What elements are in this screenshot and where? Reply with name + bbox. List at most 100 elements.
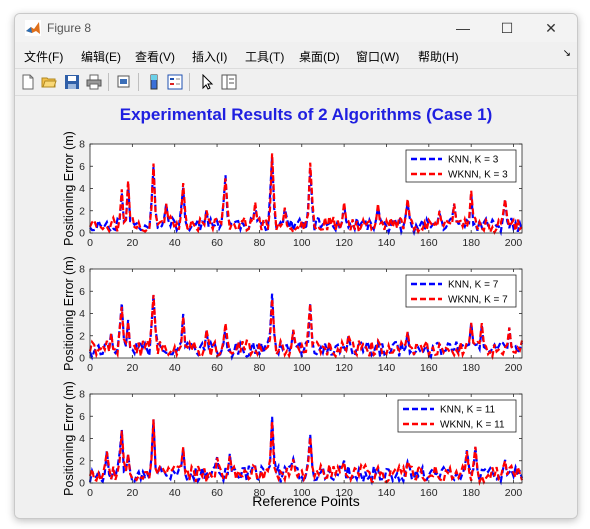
menu-tools[interactable]: 工具(T) [245, 50, 285, 64]
y-axis-label: Positioning Error (m) [62, 381, 76, 496]
x-tick-label: 120 [335, 487, 353, 499]
legend[interactable]: KNN, K = 7 WKNN, K = 7 [405, 274, 517, 308]
x-tick-label: 40 [169, 237, 181, 249]
toolbar-separator [108, 73, 109, 91]
x-tick-label: 200 [505, 237, 523, 249]
series-line-knn [89, 156, 524, 237]
minimize-button[interactable]: — [441, 14, 485, 42]
new-icon[interactable] [20, 74, 36, 90]
y-tick-label: 6 [79, 286, 85, 298]
legend[interactable]: KNN, K = 3 WKNN, K = 3 [405, 149, 517, 183]
axes-2: 0 20 40 60 80 100 120 140 160 180 200 0 2 4 6 8Position… [62, 256, 524, 374]
x-tick-label: 160 [420, 487, 438, 499]
x-tick-label: 0 [87, 237, 93, 249]
colorbar-icon[interactable] [146, 74, 162, 90]
x-tick-label: 0 [87, 487, 93, 499]
close-icon: ✕ [545, 19, 557, 36]
x-tick-label: 160 [420, 362, 438, 374]
title-bar: Figure 8 — ☐ ✕ [15, 14, 577, 42]
y-tick-label: 6 [79, 411, 85, 423]
x-tick-label: 60 [211, 237, 223, 249]
x-tick-label: 200 [505, 487, 523, 499]
y-tick-label: 4 [79, 183, 85, 195]
x-tick-label: 140 [378, 487, 396, 499]
y-tick-label: 8 [79, 389, 85, 401]
y-tick-label: 0 [79, 353, 85, 365]
figure-window: Figure 8 — ☐ ✕ 文件(F) 编辑(E) 查看(V) 插入(I) 工… [14, 13, 578, 519]
series-line-wknn [88, 294, 524, 361]
y-tick-label: 2 [79, 455, 85, 467]
legend[interactable]: KNN, K = 11 WKNN, K = 11 [397, 399, 517, 433]
print-preview-icon[interactable] [116, 74, 132, 90]
x-tick-label: 80 [254, 362, 266, 374]
axes-1: 0 20 40 60 80 100 120 140 160 180 200 0 2 4 6 8Position… [62, 131, 524, 249]
figure-svg: Experimental Results of 2 Algorithms (Ca… [62, 105, 524, 509]
print-icon[interactable] [86, 74, 102, 90]
x-tick-label: 20 [127, 237, 139, 249]
legend-icon[interactable] [167, 74, 183, 90]
menu-view[interactable]: 查看(V) [135, 50, 175, 64]
legend-entry: KNN, K = 11 [440, 405, 496, 416]
toolbar [15, 68, 577, 96]
toolbar-separator [189, 73, 190, 91]
x-tick-label: 100 [293, 487, 311, 499]
minimize-icon: — [456, 20, 470, 36]
x-tick-label: 60 [211, 362, 223, 374]
legend-entry: WKNN, K = 11 [440, 420, 505, 431]
y-tick-label: 2 [79, 330, 85, 342]
y-tick-label: 6 [79, 161, 85, 173]
legend-entry: WKNN, K = 3 [448, 170, 508, 181]
y-axis-label: Positioning Error (m) [62, 131, 76, 246]
y-tick-label: 0 [79, 228, 85, 240]
x-tick-label: 100 [293, 237, 311, 249]
plot-tools-icon[interactable] [221, 74, 237, 90]
x-tick-label: 120 [335, 237, 353, 249]
maximize-icon: ☐ [500, 19, 514, 36]
x-tick-label: 0 [87, 362, 93, 374]
x-tick-label: 60 [211, 487, 223, 499]
y-tick-label: 8 [79, 264, 85, 276]
menu-desktop[interactable]: 桌面(D) [299, 50, 340, 64]
x-tick-label: 20 [127, 362, 139, 374]
pointer-icon[interactable] [199, 74, 215, 90]
menu-window[interactable]: 窗口(W) [356, 50, 400, 64]
legend-entry: KNN, K = 7 [448, 280, 499, 291]
menu-file[interactable]: 文件(F) [24, 50, 64, 64]
toolbar-separator [138, 73, 139, 91]
open-icon[interactable] [41, 74, 57, 90]
legend-box [405, 274, 517, 308]
legend-box [397, 399, 517, 433]
x-tick-label: 40 [169, 487, 181, 499]
x-tick-label: 40 [169, 362, 181, 374]
x-tick-label: 180 [462, 362, 480, 374]
axes-3: 0 20 40 60 80 100 120 140 160 180 200 0 2 4 6 8Position… [62, 381, 524, 499]
x-tick-label: 80 [254, 487, 266, 499]
x-axis-label: Reference Points [252, 493, 359, 509]
y-axis-label: Positioning Error (m) [62, 256, 76, 371]
x-tick-label: 180 [462, 487, 480, 499]
y-tick-label: 8 [79, 139, 85, 151]
y-tick-label: 0 [79, 478, 85, 490]
menu-edit[interactable]: 编辑(E) [81, 50, 121, 64]
x-tick-label: 20 [127, 487, 139, 499]
legend-box [405, 149, 517, 183]
y-tick-label: 4 [79, 308, 85, 320]
x-tick-label: 140 [378, 362, 396, 374]
x-tick-label: 200 [505, 362, 523, 374]
save-icon[interactable] [64, 74, 80, 90]
close-button[interactable]: ✕ [529, 14, 573, 42]
x-tick-label: 80 [254, 237, 266, 249]
x-tick-label: 180 [462, 237, 480, 249]
maximize-button[interactable]: ☐ [485, 14, 529, 42]
x-tick-label: 120 [335, 362, 353, 374]
matlab-icon [25, 20, 41, 36]
menu-dock-arrow-icon[interactable]: ↘ [562, 48, 571, 59]
menu-insert[interactable]: 插入(I) [192, 50, 228, 64]
legend-entry: WKNN, K = 7 [448, 295, 508, 306]
legend-entry: KNN, K = 3 [448, 155, 499, 166]
figure-canvas: Experimental Results of 2 Algorithms (Ca… [15, 96, 577, 518]
menu-help[interactable]: 帮助(H) [418, 50, 459, 64]
menu-bar: 文件(F) 编辑(E) 查看(V) 插入(I) 工具(T) 桌面(D) 窗口(W… [15, 44, 577, 66]
window-title: Figure 8 [47, 21, 92, 35]
figure-title: Experimental Results of 2 Algorithms (Ca… [120, 105, 493, 124]
